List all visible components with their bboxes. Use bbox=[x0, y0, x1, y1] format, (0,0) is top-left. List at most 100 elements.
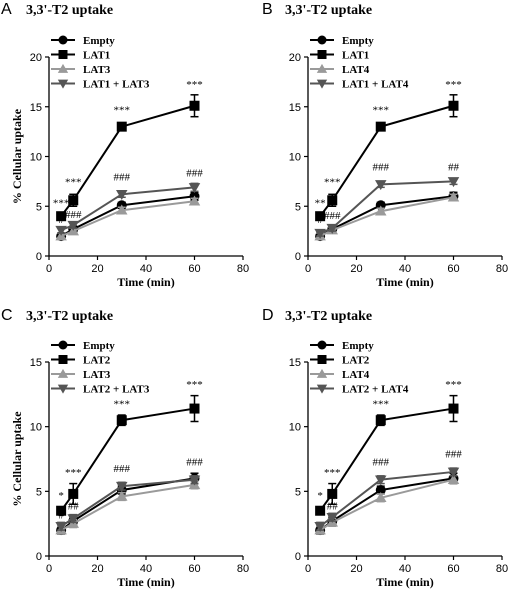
y-tick-label-a: 15 bbox=[30, 102, 42, 114]
data-point-c-1 bbox=[56, 505, 67, 516]
data-point-b-3 bbox=[314, 228, 326, 239]
legend-marker-c-0 bbox=[58, 340, 68, 350]
data-point-b-2 bbox=[375, 205, 387, 216]
significance-label-d: ## bbox=[327, 500, 339, 512]
panel-c: C 3,3'-T2 uptake 0 5 10 15 0 20 40 60 80 Time (min)… bbox=[1, 307, 249, 589]
data-point-a-3 bbox=[188, 183, 201, 194]
series-line-c-1 bbox=[60, 407, 195, 512]
significance-label-d: *** bbox=[373, 398, 390, 410]
y-tick-label-a: 20 bbox=[30, 52, 42, 64]
y-tick-label-d: 5 bbox=[295, 486, 301, 498]
significance-label-b: *** bbox=[445, 79, 462, 91]
significance-label-a: *** bbox=[65, 176, 82, 188]
significance-label-b: ** bbox=[315, 197, 326, 209]
x-tick-label-b: 0 bbox=[305, 263, 311, 275]
significance-label-b: ### bbox=[373, 161, 390, 173]
y-tick-label-d: 15 bbox=[289, 357, 301, 369]
data-point-d-1 bbox=[327, 488, 338, 499]
significance-label-a: # bbox=[58, 214, 64, 226]
data-point-a-1 bbox=[116, 121, 127, 132]
legend-label-d-3: LAT2 + LAT4 bbox=[342, 384, 409, 396]
series-line-b-3 bbox=[319, 180, 454, 235]
legend-marker-b-0 bbox=[317, 35, 327, 45]
series-line-a-1 bbox=[60, 104, 195, 217]
panel-letter-b: B bbox=[262, 1, 273, 18]
series-line-c-0 bbox=[60, 477, 195, 531]
y-tick-label-b: 0 bbox=[295, 251, 301, 263]
panel-letter-c: C bbox=[1, 307, 13, 324]
data-point-a-1 bbox=[68, 195, 79, 206]
series-line-b-2 bbox=[319, 196, 454, 237]
y-axis-label-c: % Cellular uptake bbox=[10, 411, 24, 507]
x-tick-label-b: 40 bbox=[399, 263, 411, 275]
legend-marker-d-2 bbox=[316, 368, 328, 378]
data-point-c-2 bbox=[116, 490, 128, 501]
x-tick-label-d: 80 bbox=[496, 563, 508, 575]
significance-label-c: *** bbox=[186, 379, 203, 391]
data-point-b-3 bbox=[326, 223, 338, 234]
data-point-d-3 bbox=[447, 467, 460, 478]
data-point-d-3 bbox=[314, 522, 326, 533]
x-tick-label-c: 60 bbox=[188, 563, 200, 575]
y-tick-label-c: 15 bbox=[30, 357, 42, 369]
x-tick-label-b: 60 bbox=[447, 263, 459, 275]
x-tick-label-a: 40 bbox=[140, 263, 152, 275]
data-point-d-1 bbox=[315, 505, 326, 516]
y-tick-label-c: 0 bbox=[36, 551, 42, 563]
chart-title-c: 3,3'-T2 uptake bbox=[26, 309, 113, 324]
series-line-b-1 bbox=[319, 104, 454, 217]
data-point-b-1 bbox=[327, 195, 338, 206]
legend-marker-a-0 bbox=[58, 35, 68, 45]
legend-label-c-0: Empty bbox=[83, 340, 115, 352]
panel-letter-a: A bbox=[1, 1, 12, 18]
data-point-b-1 bbox=[448, 100, 459, 111]
data-point-d-3 bbox=[326, 512, 338, 523]
x-tick-label-b: 80 bbox=[496, 263, 508, 275]
panel-letter-d: D bbox=[262, 307, 274, 324]
legend-label-b-0: Empty bbox=[342, 35, 374, 47]
significance-label-b: *** bbox=[324, 176, 341, 188]
y-tick-label-d: 10 bbox=[289, 422, 301, 434]
data-point-c-1 bbox=[189, 403, 200, 414]
data-point-b-1 bbox=[375, 121, 386, 132]
legend-marker-c-2 bbox=[57, 368, 69, 378]
legend-marker-d-3 bbox=[316, 384, 328, 394]
significance-label-b: ### bbox=[324, 210, 341, 222]
legend-label-d-2: LAT4 bbox=[342, 369, 370, 381]
data-point-a-3 bbox=[67, 220, 79, 231]
significance-label-a: ### bbox=[65, 209, 82, 221]
legend-label-b-3: LAT1 + LAT4 bbox=[342, 79, 409, 91]
panel-b: B 3,3'-T2 uptake 0 5 10 15 20 0 20 40 60 80 Time (mi… bbox=[262, 1, 508, 289]
y-tick-label-c: 10 bbox=[30, 422, 42, 434]
significance-label-d: *** bbox=[445, 379, 462, 391]
data-point-d-1 bbox=[448, 403, 459, 414]
x-axis-label-a: Time (min) bbox=[117, 275, 174, 289]
data-point-c-1 bbox=[68, 488, 79, 499]
legend-label-b-2: LAT4 bbox=[342, 64, 370, 76]
x-tick-label-d: 0 bbox=[305, 563, 311, 575]
y-tick-label-a: 10 bbox=[30, 152, 42, 164]
legend-marker-a-2 bbox=[57, 63, 69, 73]
y-tick-label-b: 5 bbox=[295, 201, 301, 213]
y-tick-label-b: 15 bbox=[289, 102, 301, 114]
x-axis-label-c: Time (min) bbox=[117, 575, 174, 589]
series-line-d-3 bbox=[319, 470, 454, 528]
chart-title-d: 3,3'-T2 uptake bbox=[285, 309, 372, 324]
legend-marker-b-3 bbox=[316, 79, 328, 89]
data-point-d-2 bbox=[375, 492, 387, 503]
x-tick-label-d: 60 bbox=[447, 563, 459, 575]
x-tick-label-a: 80 bbox=[237, 263, 249, 275]
significance-label-a: *** bbox=[114, 105, 131, 117]
legend-label-b-1: LAT1 bbox=[342, 50, 369, 62]
significance-label-a: ### bbox=[186, 167, 203, 179]
legend-label-d-0: Empty bbox=[342, 340, 374, 352]
data-point-d-2 bbox=[447, 473, 460, 484]
legend-label-a-0: Empty bbox=[83, 35, 115, 47]
significance-label-d: ### bbox=[445, 449, 462, 461]
legend-marker-d-1 bbox=[317, 355, 327, 364]
significance-label-b: # bbox=[317, 214, 323, 226]
significance-label-c: *** bbox=[65, 467, 82, 479]
data-point-a-2 bbox=[188, 195, 201, 206]
legend-marker-b-1 bbox=[317, 50, 327, 59]
